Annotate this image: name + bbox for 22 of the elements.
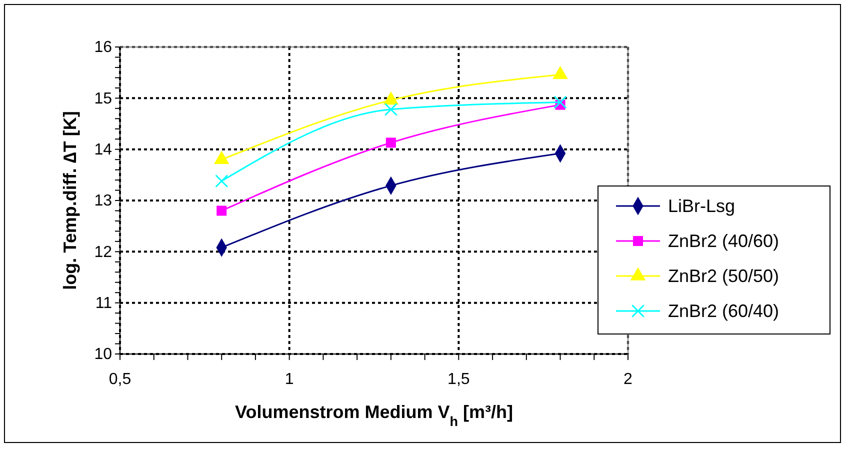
y-tick-label: 12 <box>94 244 112 261</box>
x-tick-label: 1,5 <box>448 370 470 388</box>
x-tick-label: 1 <box>284 370 294 388</box>
y-tick-label: 16 <box>94 39 112 56</box>
legend-label: ZnBr2 (40/60) <box>668 231 780 251</box>
y-tick-label: 11 <box>95 294 112 312</box>
y-tick-label: 14 <box>94 141 112 158</box>
point <box>216 206 227 216</box>
x-axis-title: Volumenstrom Medium V$_{h}$ [m³/h] <box>235 402 513 428</box>
y-axis-title: log. Temp.diff. ∆T [K] <box>60 111 80 290</box>
y-tick-label: 10 <box>94 346 112 364</box>
point <box>384 102 398 116</box>
y-tick-label: 13 <box>94 192 112 210</box>
legend-label: LiBr-Lsg <box>668 196 736 216</box>
legend-label: ZnBr2 (50/50) <box>668 266 780 286</box>
x-tick-label: 2 <box>624 370 633 388</box>
point <box>215 174 228 188</box>
legend-label: ZnBr2 (60/40) <box>668 301 780 321</box>
y-tick-label: 15 <box>94 90 112 108</box>
point <box>554 96 567 109</box>
x-tick-label: 0,5 <box>108 370 132 388</box>
point <box>386 138 396 148</box>
